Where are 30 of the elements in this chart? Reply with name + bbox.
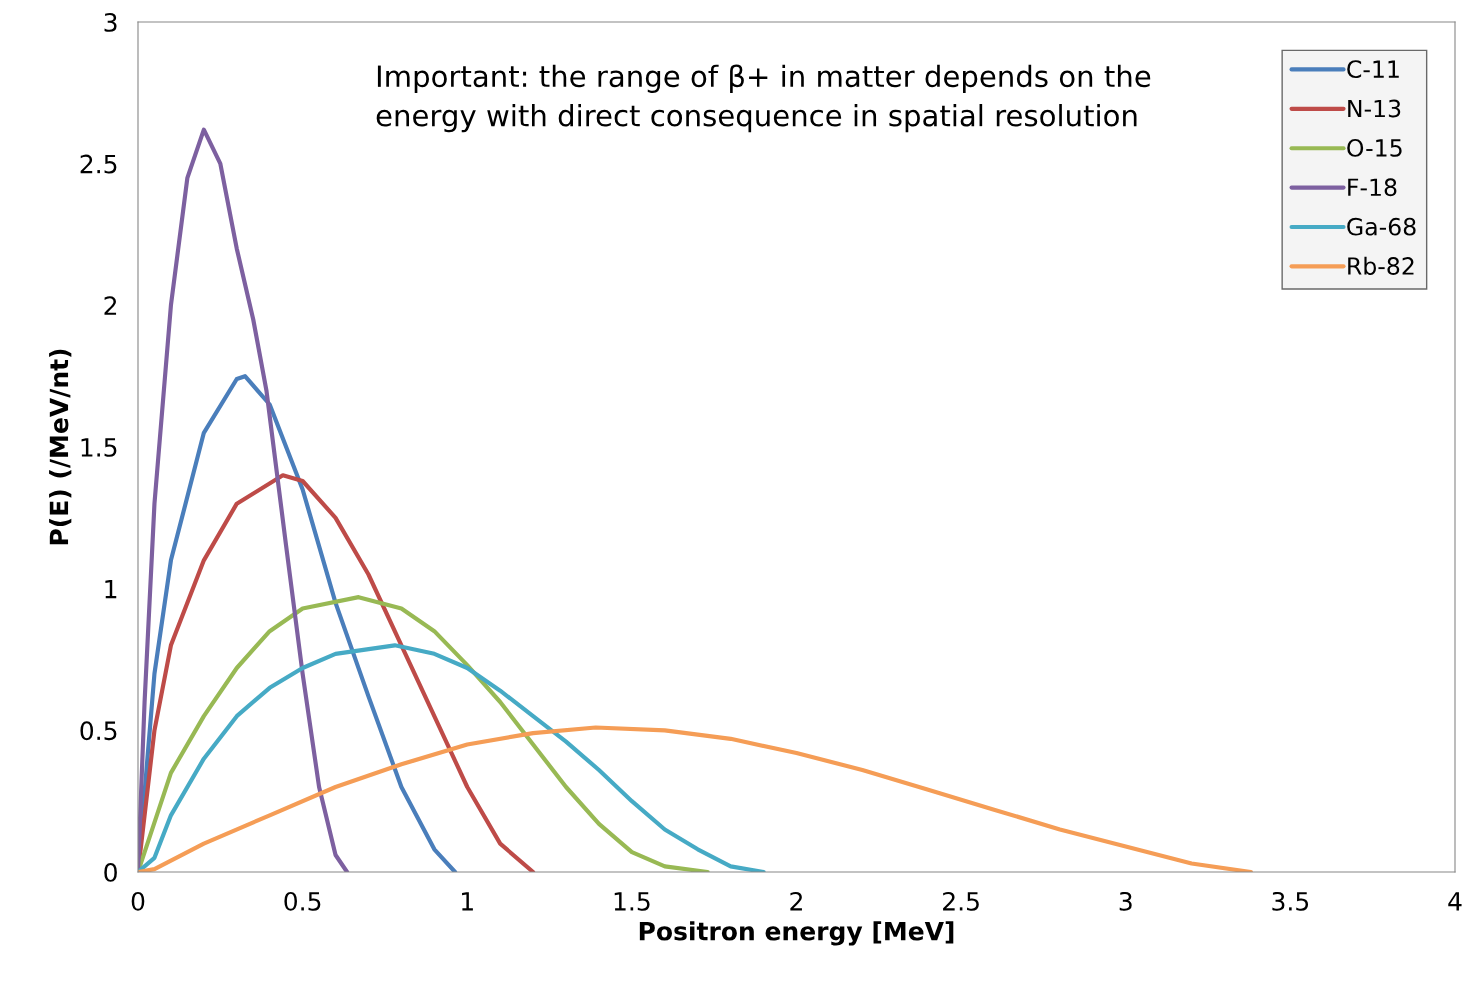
line-series bbox=[138, 473, 536, 872]
line-series bbox=[138, 595, 710, 872]
legend-label: C-11 bbox=[1347, 60, 1399, 79]
x-tick-label: 2 bbox=[790, 891, 802, 911]
legend-label: N-13 bbox=[1348, 99, 1401, 118]
x-tick-label: 1 bbox=[462, 892, 473, 911]
x-axis-title: Positron energy [MeV] bbox=[639, 921, 954, 946]
legend-label: O-15 bbox=[1347, 138, 1402, 157]
x-tick-label: 3 bbox=[1119, 891, 1132, 911]
y-tick-label: 0 bbox=[104, 862, 117, 882]
y-tick-label: 1 bbox=[105, 579, 117, 599]
annotation: Important: the range of β+ in matter depends on the energy with direct consequence in spatial resolution bbox=[376, 64, 1151, 133]
x-tick-label: 0 bbox=[131, 891, 145, 911]
y-axis-title: P(E) (/MeV/nt) bbox=[49, 349, 72, 545]
y-tick-label: 0.5 bbox=[80, 721, 117, 741]
legend-label: Ga-68 bbox=[1347, 217, 1416, 236]
y-tick-label: 2.5 bbox=[80, 154, 117, 174]
line-series bbox=[138, 643, 766, 872]
line-series bbox=[138, 127, 350, 872]
legend-label: Rb-82 bbox=[1348, 256, 1414, 275]
x-tick-label: 1.5 bbox=[614, 892, 650, 911]
x-tick-label: 4 bbox=[1448, 892, 1462, 911]
line-series bbox=[138, 725, 1253, 872]
y-tick-label: 2 bbox=[104, 296, 117, 315]
legend-label: F-18 bbox=[1348, 178, 1397, 197]
x-tick-label: 2.5 bbox=[943, 891, 979, 911]
x-tick-label: 0.5 bbox=[284, 891, 321, 911]
y-tick-label: 3 bbox=[104, 12, 117, 32]
x-tick-label: 3.5 bbox=[1272, 891, 1309, 911]
y-tick-label: 1.5 bbox=[81, 438, 117, 457]
